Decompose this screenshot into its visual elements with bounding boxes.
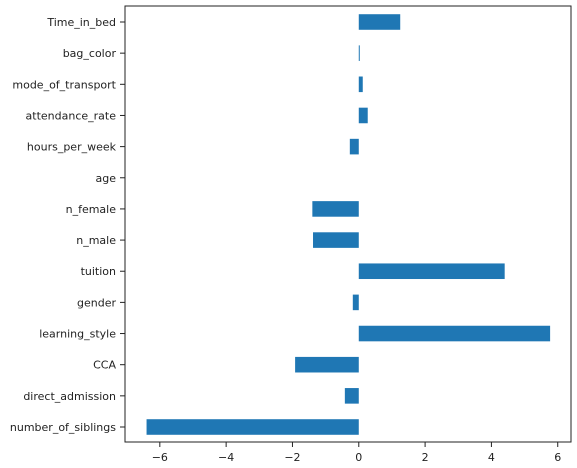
bar-number-of-siblings <box>147 419 359 435</box>
y-tick-label-bag-color: bag_color <box>63 47 117 60</box>
y-tick-label-direct-admission: direct_admission <box>23 390 116 403</box>
x-axis: −6 −4 −2 0 2 4 6 <box>152 442 562 464</box>
x-tick-label: −2 <box>284 451 300 464</box>
y-tick-label-gender: gender <box>77 296 116 309</box>
y-tick-label-cca: CCA <box>93 359 116 372</box>
bar-cca <box>295 357 359 373</box>
bar-bag-color <box>359 45 360 61</box>
bar-n-male <box>313 232 359 248</box>
bar-attendance-rate <box>359 108 368 124</box>
bar-direct-admission <box>345 388 359 404</box>
plot-area <box>125 6 571 442</box>
bar-gender <box>353 295 359 311</box>
x-tick-label: 0 <box>355 451 362 464</box>
y-tick-label-attendance-rate: attendance_rate <box>26 109 117 122</box>
y-tick-label-number-of-siblings: number_of_siblings <box>10 421 116 434</box>
bar-n-female <box>312 201 358 217</box>
bar-mode-of-transport <box>359 77 363 93</box>
x-tick-label: 6 <box>554 451 561 464</box>
x-tick-label: −6 <box>152 451 168 464</box>
bar-time-in-bed <box>359 14 400 30</box>
y-tick-label-n-female: n_female <box>66 203 117 216</box>
bar-hours-per-week <box>350 139 359 155</box>
y-tick-label-time-in-bed: Time_in_bed <box>46 16 116 29</box>
x-tick-label: 2 <box>422 451 429 464</box>
x-tick-label: −4 <box>218 451 234 464</box>
y-tick-label-tuition: tuition <box>81 265 116 278</box>
y-axis: Time_in_bed bag_color mode_of_transportatt… <box>10 16 125 434</box>
y-tick-label-learning-style: learning_style <box>39 328 116 341</box>
x-tick-label: 4 <box>488 451 495 464</box>
bar-tuition <box>359 263 505 279</box>
y-tick-label-hours-per-week: hours_per_week <box>27 141 117 154</box>
bar-learning-style <box>359 326 550 342</box>
y-tick-label-n-male: n_male <box>76 234 116 247</box>
y-tick-label-mode-of-transport: mode_of_transport <box>12 78 116 91</box>
y-tick-label-age: age <box>96 172 117 185</box>
